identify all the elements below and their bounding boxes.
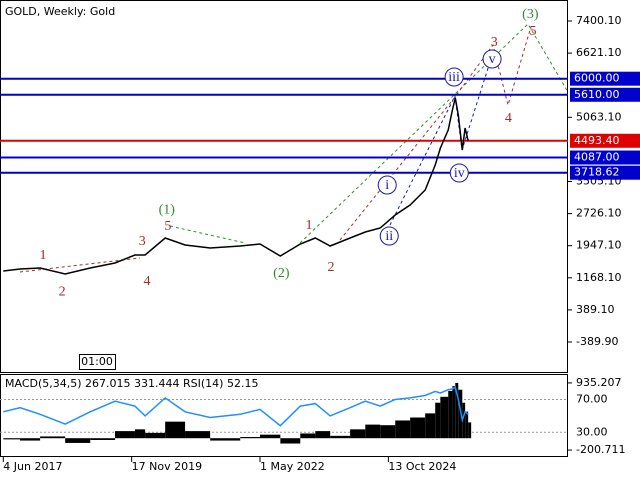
y-tick-label: 6621.10: [576, 46, 622, 59]
macd-bar: [365, 424, 381, 439]
wave-label: iv: [454, 166, 465, 181]
macd-bar: [315, 431, 331, 439]
wave-label: 1: [305, 218, 312, 233]
level-label: 3718.62: [574, 166, 620, 179]
macd-bar: [410, 417, 426, 439]
y-tick-label: 2726.10: [576, 207, 622, 220]
macd-bar: [380, 425, 396, 439]
macd-bar: [455, 382, 459, 439]
macd-bar: [462, 402, 466, 439]
wave-label: (1): [159, 202, 176, 217]
wave-label: (2): [273, 266, 290, 281]
macd-bar: [280, 438, 301, 444]
wave-circle: [444, 67, 464, 87]
wave-label: 2: [328, 260, 335, 275]
macd-bar: [165, 421, 186, 439]
green-projection: [299, 23, 569, 244]
level-label-box: [570, 165, 640, 180]
time-marker-box: [79, 354, 116, 370]
macd-bar: [448, 390, 453, 439]
y-tick-label: -389.90: [576, 335, 618, 348]
macd-bar: [425, 413, 436, 439]
macd-bar: [90, 438, 116, 440]
red-projection: [19, 257, 141, 273]
level-label: 4493.40: [574, 134, 620, 147]
macd-bar: [440, 396, 449, 439]
x-tick-label: 1 May 2022: [260, 460, 325, 473]
y-tick-label: -200.711: [576, 443, 625, 456]
level-label: 5610.00: [574, 88, 620, 101]
main-frame: [0, 0, 568, 373]
y-tick-label: 7400.10: [576, 14, 622, 27]
y2-tick-label: 30.00: [576, 425, 608, 438]
x-tick-label: 13 Oct 2024: [388, 460, 456, 473]
macd-bar: [210, 438, 241, 441]
macd-bar: [115, 431, 135, 439]
wave-label: 4: [143, 274, 150, 289]
macd-bar: [465, 411, 469, 439]
macd-bar: [3, 438, 21, 440]
macd-bar: [395, 420, 411, 439]
macd-bar: [40, 436, 66, 439]
wave-label: iii: [448, 70, 460, 85]
price-line: [3, 97, 469, 275]
wave-circle: [377, 175, 397, 195]
indicator-title: MACD(5,34,5) 267.015 331.444 RSI(14) 52.…: [5, 377, 258, 390]
x-tick-label: 4 Jun 2017: [3, 460, 62, 473]
rsi-line: [3, 386, 469, 427]
wave-label: 5: [164, 219, 171, 234]
macd-bar: [458, 389, 463, 439]
macd-bar: [468, 422, 472, 439]
wave-label: i: [385, 178, 389, 193]
macd-bar: [240, 437, 261, 439]
wave-label: v: [489, 52, 496, 67]
y-tick-label: 1947.10: [576, 239, 622, 252]
macd-bar: [134, 429, 146, 439]
y2-tick-label: 70.00: [576, 393, 608, 406]
wave-label: 5: [530, 24, 537, 39]
wave-label: 3: [491, 35, 498, 50]
level-label-box: [570, 71, 640, 86]
macd-bar: [145, 432, 166, 439]
wave-circle: [379, 226, 399, 246]
macd-bar: [300, 433, 316, 439]
time-marker: 01:00: [81, 355, 113, 368]
y-tick-label: 389.10: [576, 303, 615, 316]
y-tick-label: 1168.10: [576, 271, 622, 284]
y-tick-label: 935.207: [576, 376, 622, 389]
sub-frame: [0, 374, 568, 457]
level-label-box: [570, 150, 640, 165]
wave-label: 2: [59, 284, 66, 299]
red-projection: [339, 29, 531, 241]
green-projection: [169, 225, 246, 244]
wave-label: 1: [39, 248, 46, 263]
level-label: 4087.00: [574, 151, 620, 164]
level-label-box: [570, 87, 640, 102]
y-tick-label: 5063.10: [576, 110, 622, 123]
wave-label: 3: [139, 234, 146, 249]
wave-label: 4: [505, 111, 512, 126]
wave-circle: [482, 49, 502, 69]
chart-title: GOLD, Weekly: Gold: [5, 5, 115, 18]
projections: [19, 23, 569, 273]
macd-bar: [435, 402, 441, 439]
macd-bar: [330, 435, 351, 439]
wave-label: ii: [385, 229, 393, 244]
macd-bar: [20, 438, 41, 441]
level-label-box: [570, 133, 640, 148]
blue-projection: [389, 61, 491, 226]
level-label: 6000.00: [574, 72, 620, 85]
x-tick-label: 17 Nov 2019: [132, 460, 202, 473]
macd-bar: [452, 386, 456, 439]
wave-label: (3): [522, 7, 539, 22]
macd-bar: [185, 431, 211, 439]
wave-circle: [449, 163, 469, 183]
macd-bar: [65, 438, 91, 443]
macd-bar: [260, 434, 281, 439]
macd-bar: [350, 429, 366, 439]
